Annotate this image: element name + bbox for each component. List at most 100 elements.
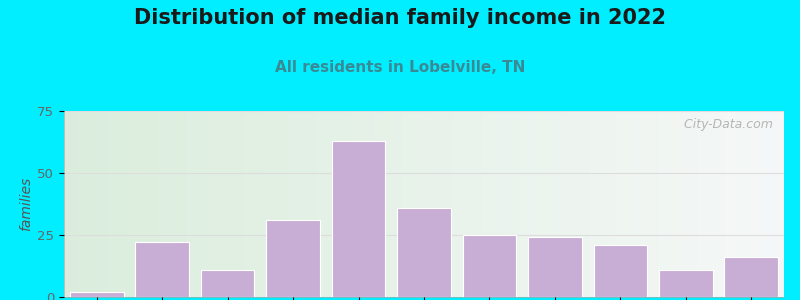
Bar (676, 111, 680, 297)
Bar (705, 111, 709, 297)
Bar (240, 111, 244, 297)
Bar (222, 111, 226, 297)
Bar (135, 242, 189, 297)
Bar (374, 111, 377, 297)
Bar (489, 111, 492, 297)
Bar (182, 111, 186, 297)
Bar (672, 111, 676, 297)
Bar (770, 111, 773, 297)
Bar (417, 111, 421, 297)
Bar (316, 111, 320, 297)
Bar (522, 111, 525, 297)
Bar (651, 111, 654, 297)
Bar (442, 111, 446, 297)
Bar (462, 235, 516, 297)
Bar (125, 111, 129, 297)
Bar (680, 111, 683, 297)
Bar (719, 111, 723, 297)
Bar (558, 111, 561, 297)
Bar (158, 111, 161, 297)
Bar (453, 111, 456, 297)
Bar (565, 111, 568, 297)
Bar (284, 111, 287, 297)
Bar (777, 111, 781, 297)
Bar (748, 111, 752, 297)
Bar (499, 111, 503, 297)
Bar (338, 111, 341, 297)
Bar (306, 111, 309, 297)
Bar (154, 111, 158, 297)
Bar (568, 111, 571, 297)
Bar (262, 111, 266, 297)
Bar (539, 111, 543, 297)
Bar (510, 111, 514, 297)
Bar (698, 111, 701, 297)
Bar (78, 111, 82, 297)
Bar (190, 111, 194, 297)
Bar (114, 111, 118, 297)
Bar (269, 111, 273, 297)
Bar (554, 111, 558, 297)
Bar (342, 111, 345, 297)
Bar (507, 111, 510, 297)
Bar (381, 111, 384, 297)
Bar (100, 111, 104, 297)
Bar (359, 111, 362, 297)
Bar (398, 111, 402, 297)
Bar (630, 111, 633, 297)
Bar (482, 111, 485, 297)
Bar (388, 111, 392, 297)
Bar (277, 111, 280, 297)
Bar (431, 111, 435, 297)
Bar (345, 111, 349, 297)
Bar (290, 111, 294, 297)
Bar (176, 111, 179, 297)
Bar (647, 111, 651, 297)
Bar (503, 111, 506, 297)
Bar (460, 111, 464, 297)
Bar (110, 111, 114, 297)
Bar (273, 111, 276, 297)
Bar (201, 111, 205, 297)
Bar (332, 141, 386, 297)
Bar (392, 111, 395, 297)
Bar (550, 111, 554, 297)
Bar (71, 111, 74, 297)
Bar (593, 111, 597, 297)
Bar (755, 111, 759, 297)
Bar (107, 111, 110, 297)
Bar (104, 111, 107, 297)
Bar (244, 111, 248, 297)
Bar (248, 111, 251, 297)
Bar (683, 111, 687, 297)
Bar (690, 111, 694, 297)
Bar (67, 111, 71, 297)
Bar (709, 111, 712, 297)
Bar (168, 111, 172, 297)
Bar (528, 238, 582, 297)
Bar (118, 111, 122, 297)
Bar (258, 111, 262, 297)
Bar (143, 111, 147, 297)
Bar (266, 220, 320, 297)
Bar (161, 111, 165, 297)
Bar (204, 111, 208, 297)
Bar (571, 111, 575, 297)
Bar (464, 111, 467, 297)
Bar (234, 111, 237, 297)
Bar (136, 111, 139, 297)
Bar (474, 111, 478, 297)
Bar (64, 111, 67, 297)
Bar (716, 111, 719, 297)
Y-axis label: families: families (19, 177, 33, 231)
Bar (492, 111, 496, 297)
Bar (74, 111, 78, 297)
Bar (201, 270, 254, 297)
Text: Distribution of median family income in 2022: Distribution of median family income in … (134, 8, 666, 28)
Bar (82, 111, 86, 297)
Bar (643, 111, 647, 297)
Bar (70, 292, 123, 297)
Bar (662, 111, 665, 297)
Bar (496, 111, 499, 297)
Bar (597, 111, 601, 297)
